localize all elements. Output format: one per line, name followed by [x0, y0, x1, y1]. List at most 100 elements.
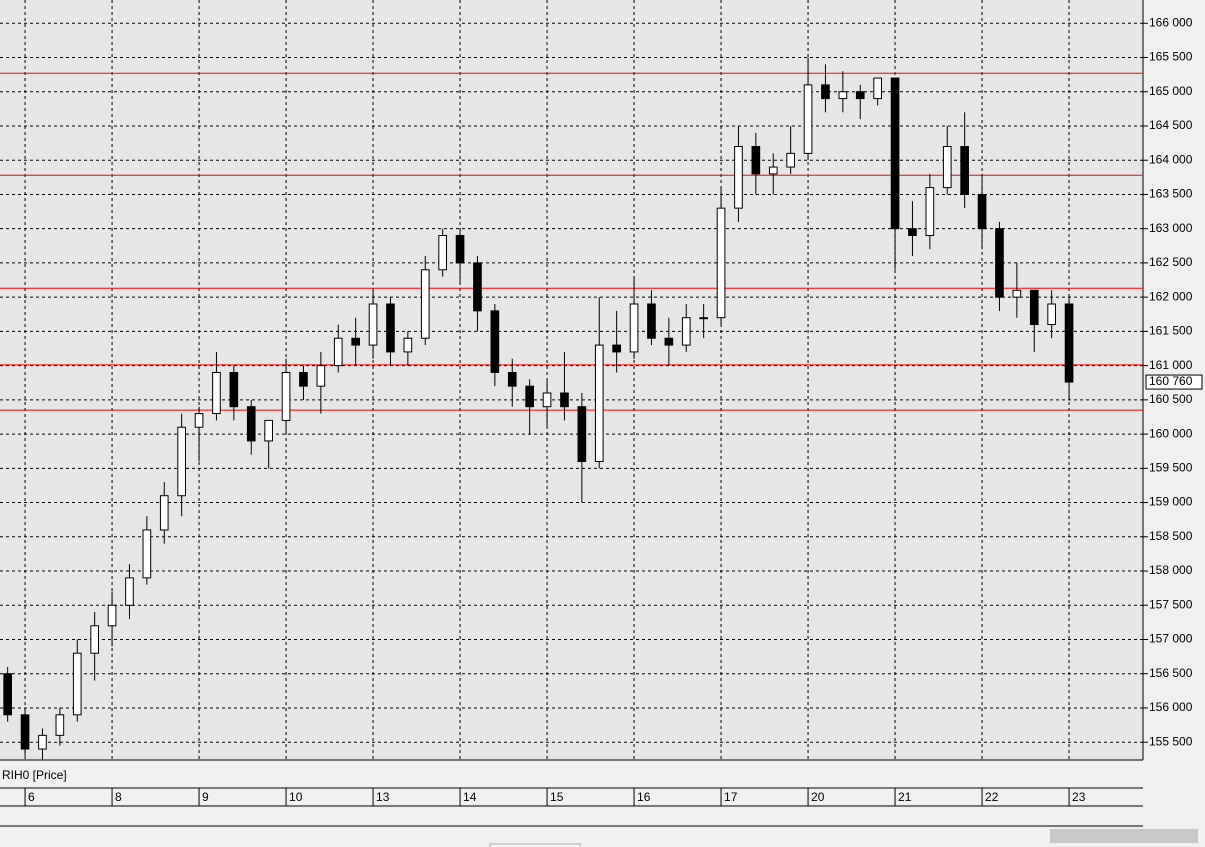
candle-body — [142, 529, 152, 579]
candle-body — [751, 146, 761, 175]
candle-body — [177, 426, 186, 497]
candle-body — [855, 91, 865, 100]
candle-body — [890, 77, 900, 230]
candle-body — [768, 166, 778, 175]
candle-body — [577, 406, 587, 462]
y-tick-label: 156 000 — [1149, 700, 1193, 714]
candle-body — [107, 604, 117, 627]
candle-body — [438, 235, 447, 271]
y-tick-label: 162 000 — [1149, 289, 1193, 303]
y-tick-label: 157 000 — [1149, 632, 1193, 646]
candle-body — [821, 84, 830, 100]
x-tick-label: 16 — [637, 790, 651, 804]
candle-body — [873, 77, 882, 100]
x-tick-label: 10 — [289, 790, 303, 804]
candle-body — [455, 235, 465, 264]
y-tick-label: 166 000 — [1149, 15, 1193, 29]
candle-body — [316, 365, 326, 387]
candle-body — [20, 714, 30, 750]
candle-body — [681, 317, 691, 346]
candle-body — [264, 419, 273, 442]
candle-body — [386, 303, 395, 353]
candle-body — [942, 146, 952, 189]
candle-body — [420, 269, 430, 339]
candle-body — [3, 673, 12, 716]
candle-body — [1064, 303, 1074, 383]
candle-body — [560, 392, 569, 408]
plot-area — [0, 0, 1143, 760]
candle-body — [90, 625, 99, 654]
candle-body — [925, 187, 935, 237]
x-tick-label: 6 — [28, 790, 35, 804]
y-tick-label: 161 000 — [1149, 358, 1193, 372]
y-tick-label: 161 500 — [1149, 324, 1193, 338]
candle-body — [229, 371, 239, 408]
candle-body — [333, 337, 343, 367]
x-tick-label: 14 — [463, 790, 477, 804]
candle-body — [977, 193, 987, 230]
candle-body — [647, 303, 656, 339]
candle-body — [281, 371, 291, 421]
y-tick-label: 165 000 — [1149, 84, 1193, 98]
y-tick-label: 164 000 — [1149, 152, 1193, 166]
candle-body — [351, 337, 360, 346]
scrollbar-thumb[interactable] — [1050, 829, 1198, 843]
y-tick-label: 163 000 — [1149, 221, 1193, 235]
series-label: RIH0 [Price] — [2, 768, 67, 782]
y-tick-label: 158 000 — [1149, 563, 1193, 577]
y-tick-label: 159 000 — [1149, 495, 1193, 509]
candle-body — [612, 344, 621, 353]
y-tick-label: 156 500 — [1149, 666, 1193, 680]
candle-body — [212, 371, 221, 415]
candle-body — [1012, 289, 1022, 298]
x-tick-label: 23 — [1072, 790, 1086, 804]
candle-body — [473, 262, 482, 312]
candle-body — [699, 317, 708, 320]
candle-body — [490, 310, 500, 373]
candle-body — [246, 406, 256, 442]
x-tick-label: 20 — [811, 790, 825, 804]
candle-body — [299, 371, 308, 387]
candle-body — [159, 495, 169, 531]
x-tick-label: 9 — [202, 790, 209, 804]
y-tick-label: 164 500 — [1149, 118, 1193, 132]
y-tick-label: 159 500 — [1149, 460, 1193, 474]
candle-body — [1029, 289, 1039, 326]
candle-body — [716, 207, 726, 319]
last-price-label: 160 760 — [1149, 374, 1193, 388]
candle-body — [72, 652, 82, 716]
candle-body — [38, 734, 47, 750]
y-tick-label: 162 500 — [1149, 255, 1193, 269]
candle-body — [908, 228, 917, 237]
last-price-box — [1145, 374, 1203, 390]
candle-body — [960, 146, 969, 195]
candle-body — [194, 413, 204, 428]
candle-body — [786, 152, 795, 168]
y-tick-label: 163 500 — [1149, 187, 1193, 201]
x-tick-label: 17 — [724, 790, 738, 804]
x-tick-label: 13 — [376, 790, 390, 804]
candle-body — [55, 714, 65, 736]
candle-body — [838, 91, 848, 100]
x-tick-label: 21 — [898, 790, 912, 804]
candle-body — [542, 392, 552, 408]
candle-body — [403, 337, 413, 353]
candle-body — [803, 84, 813, 154]
y-tick-label: 160 500 — [1149, 392, 1193, 406]
candle-body — [734, 146, 743, 209]
candle-body — [507, 371, 517, 387]
y-tick-label: 165 500 — [1149, 50, 1193, 64]
y-tick-label: 160 000 — [1149, 426, 1193, 440]
y-tick-label: 157 500 — [1149, 597, 1193, 611]
candle-body — [368, 303, 378, 346]
candle-body — [664, 337, 674, 346]
candle-body — [1047, 303, 1056, 326]
x-tick-label: 8 — [115, 790, 122, 804]
candle-body — [594, 344, 604, 462]
x-tick-label: 22 — [985, 790, 999, 804]
tab[interactable] — [489, 843, 581, 847]
candle-body — [125, 577, 134, 606]
x-tick-label: 15 — [550, 790, 564, 804]
y-tick-label: 158 500 — [1149, 529, 1193, 543]
